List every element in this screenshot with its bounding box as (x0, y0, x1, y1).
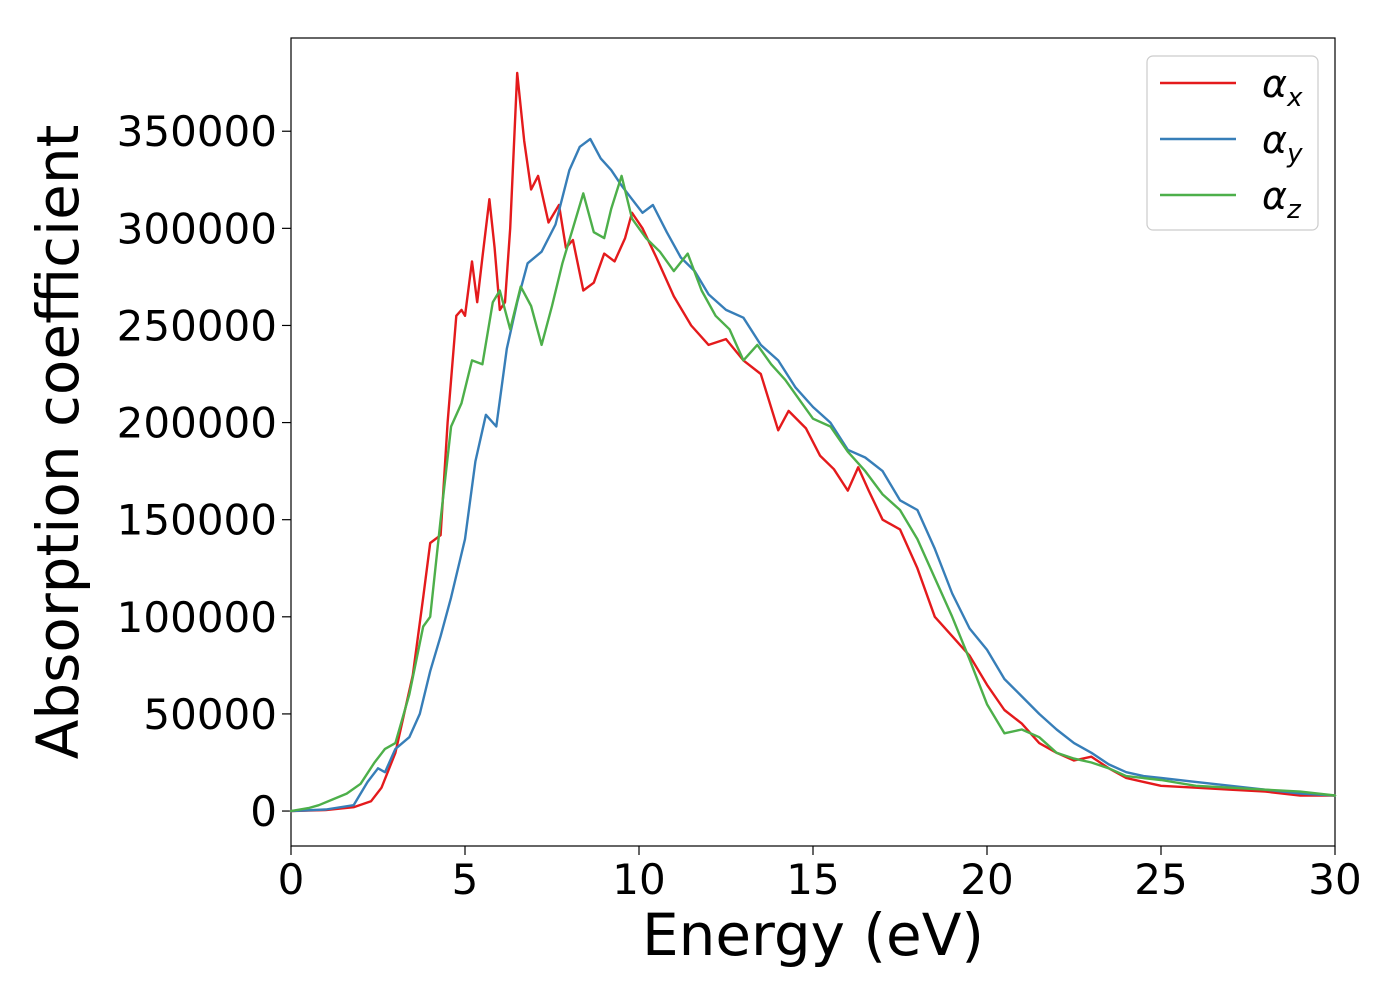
legend-box (1146, 55, 1319, 231)
legend-label-1: αy (1262, 118, 1303, 169)
x-tick-label: 5 (452, 855, 479, 904)
y-tick-label: 300000 (117, 204, 277, 253)
y-axis-label: Absorption coefficient (24, 125, 92, 760)
y-tick-label: 150000 (117, 496, 277, 545)
x-tick-label: 10 (612, 855, 665, 904)
y-tick-label: 100000 (117, 593, 277, 642)
x-tick-label: 0 (278, 855, 305, 904)
y-tick-label: 350000 (117, 107, 277, 156)
y-tick-label: 50000 (143, 690, 277, 739)
x-tick-label: 20 (960, 855, 1013, 904)
x-axis-ticks: 0 5 10 15 20 25 30 (278, 846, 1362, 904)
y-tick-label: 250000 (117, 301, 277, 350)
y-tick-label: 200000 (117, 399, 277, 448)
x-tick-label: 25 (1134, 855, 1187, 904)
series-layer (289, 71, 1337, 813)
x-axis-label: Energy (eV) (642, 901, 984, 969)
y-axis-ticks: 0 50000 100000 150000 200000 250000 300000 3500… (117, 107, 291, 836)
y-tick-label: 0 (250, 787, 277, 836)
x-tick-label: 30 (1308, 855, 1361, 904)
x-tick-label: 15 (786, 855, 839, 904)
series-line-2 (289, 174, 1337, 813)
